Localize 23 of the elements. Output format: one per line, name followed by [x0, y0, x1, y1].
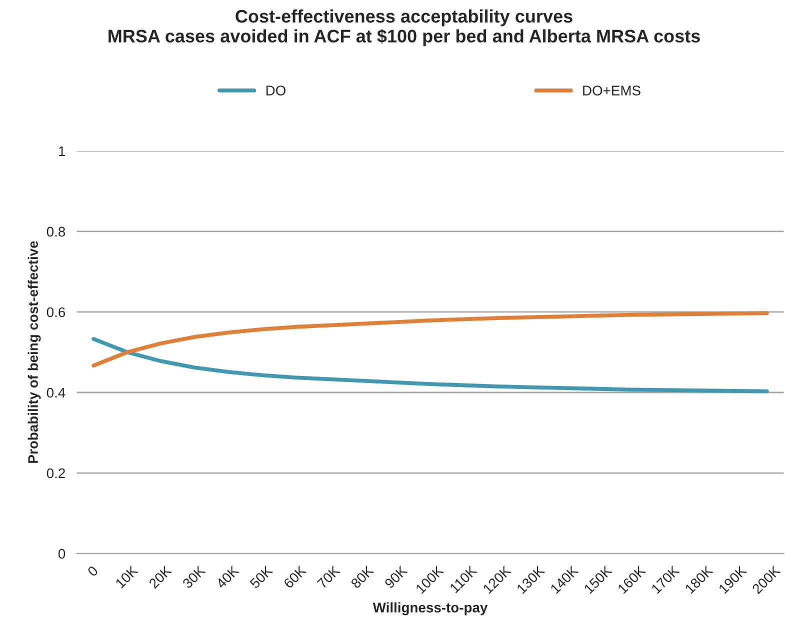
- x-tick-label: 90K: [384, 565, 408, 589]
- line-series: [92, 311, 769, 368]
- line-series: [92, 337, 769, 394]
- x-tick-label: 10K: [114, 565, 139, 589]
- x-tick-label: 70K: [316, 565, 341, 589]
- y-tick-label: 0.6: [46, 307, 66, 318]
- y-tick-label: 0.8: [46, 226, 66, 237]
- x-axis-title: Willigness-to-pay: [372, 602, 488, 616]
- x-tick-label: 50K: [249, 565, 274, 589]
- x-tick-label: 20K: [148, 565, 172, 589]
- x-tick-label: 0: [86, 565, 99, 577]
- x-tick-label: 30K: [182, 565, 206, 589]
- y-tick-label: 0.4: [46, 388, 66, 398]
- legend-label: DO: [266, 86, 286, 96]
- legend-label: DO+EMS: [583, 86, 640, 96]
- y-tick-label: 0: [58, 548, 66, 559]
- x-tick-label: 60K: [283, 565, 307, 589]
- y-tick-label: 0.2: [46, 468, 65, 478]
- x-tick-label: 80K: [350, 565, 374, 589]
- y-tick-label: 1: [58, 146, 65, 156]
- y-axis-title: Probability of being cost-effective: [28, 241, 41, 463]
- x-tick-label: 40K: [215, 565, 240, 590]
- chart-title: Cost-effectiveness acceptability curves MRSA cases avoided in ACF at $100 per bed and Alberta MRSA costs: [108, 9, 700, 46]
